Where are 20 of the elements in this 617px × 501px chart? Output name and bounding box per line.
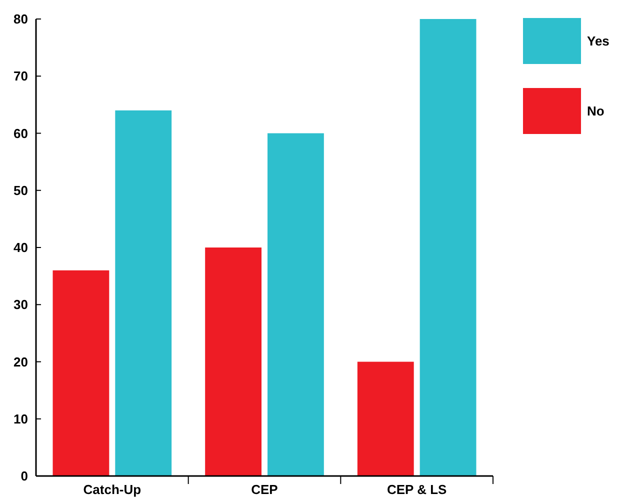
text: No: [587, 104, 604, 119]
bar: [52, 270, 110, 476]
bar: [420, 19, 476, 476]
bar: [205, 248, 262, 476]
y-tick-label: 40: [14, 240, 28, 256]
y-tick-label: 70: [14, 68, 28, 84]
y-tick-label: 10: [14, 411, 28, 426]
y-tick-label: 0: [20, 468, 28, 484]
x-tick-label: CEP: [251, 482, 278, 497]
y-tick-label: 50: [14, 182, 28, 198]
bar: [268, 133, 324, 476]
y-tick-label: 30: [14, 297, 28, 312]
bar: [115, 110, 172, 476]
y-tick-label: 20: [14, 354, 28, 370]
x-tick-label: Catch-Up: [83, 482, 142, 497]
y-tick-label: 80: [14, 12, 28, 27]
bar: [357, 362, 414, 476]
y-tick-label: 60: [14, 126, 28, 141]
x-tick-label: CEP & LS: [386, 482, 448, 497]
text: Yes: [587, 34, 610, 49]
